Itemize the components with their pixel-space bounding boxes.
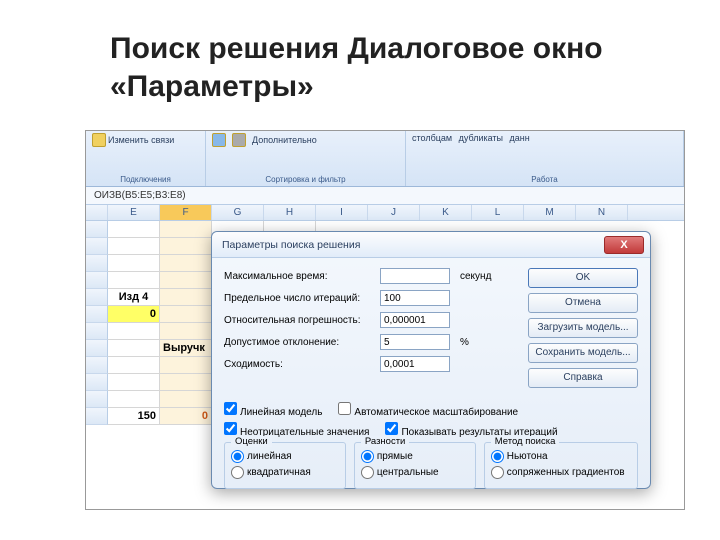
ribbon-filter[interactable] (232, 133, 246, 147)
tol-label: Допустимое отклонение: (224, 337, 374, 348)
excel-screenshot: Изменить связи Подключения Дополнительно… (85, 130, 685, 510)
ribbon-group-label: Сортировка и фильтр (212, 175, 399, 184)
deriv-central-radio[interactable]: центральные (361, 466, 469, 479)
cell-vyruchka[interactable]: Выручк (160, 340, 212, 357)
formula-bar[interactable]: ОИЗВ(B5:E5;B3:E8) (86, 187, 684, 205)
maxtime-label: Максимальное время: (224, 271, 374, 282)
save-model-button[interactable]: Сохранить модель... (528, 343, 638, 363)
help-button[interactable]: Справка (528, 368, 638, 388)
cell-zero[interactable]: 0 (108, 306, 160, 323)
maxtime-input[interactable] (380, 268, 450, 284)
col-header[interactable]: K (420, 205, 472, 220)
col-header[interactable]: L (472, 205, 524, 220)
col-header[interactable]: N (576, 205, 628, 220)
ribbon-edit-links[interactable]: Изменить связи (92, 133, 174, 147)
close-button[interactable]: X (604, 236, 644, 254)
search-newton-radio[interactable]: Ньютона (491, 450, 631, 463)
maxtime-unit: секунд (460, 271, 491, 282)
cell-izd4[interactable]: Изд 4 (108, 289, 160, 306)
tol-unit: % (460, 337, 469, 348)
col-header[interactable]: M (524, 205, 576, 220)
ribbon-text-columns[interactable]: столбцам дубликаты данн (412, 133, 530, 143)
cell-150[interactable]: 150 (108, 408, 160, 425)
col-header[interactable]: G (212, 205, 264, 220)
ribbon-group-label: Работа (412, 175, 677, 184)
formula-text: ОИЗВ(B5:E5;B3:E8) (90, 190, 190, 201)
iter-label: Предельное число итераций: (224, 293, 374, 304)
link-icon (92, 133, 106, 147)
deriv-group: Разности прямые центральные (354, 442, 476, 489)
sort-icon (212, 133, 226, 147)
solver-options-dialog: Параметры поиска решения X Максимальное … (211, 231, 651, 489)
col-header[interactable]: E (108, 205, 160, 220)
prec-label: Относительная погрешность: (224, 315, 374, 326)
col-header[interactable]: I (316, 205, 368, 220)
cell-green-0[interactable]: 0 (160, 408, 212, 425)
col-header[interactable]: H (264, 205, 316, 220)
deriv-forward-radio[interactable]: прямые (361, 450, 469, 463)
ok-button[interactable]: OK (528, 268, 638, 288)
iter-input[interactable] (380, 290, 450, 306)
ribbon-sort[interactable] (212, 133, 226, 147)
search-group: Метод поиска Ньютона сопряженных градиен… (484, 442, 638, 489)
dialog-titlebar[interactable]: Параметры поиска решения X (212, 232, 650, 258)
estimates-linear-radio[interactable]: линейная (231, 450, 339, 463)
load-model-button[interactable]: Загрузить модель... (528, 318, 638, 338)
column-headers: E F G H I J K L M N (86, 205, 684, 221)
ribbon-advanced[interactable]: Дополнительно (252, 133, 317, 147)
ribbon-group-label: Подключения (92, 175, 199, 184)
conv-input[interactable] (380, 356, 450, 372)
col-header[interactable]: F (160, 205, 212, 220)
tol-input[interactable] (380, 334, 450, 350)
filter-icon (232, 133, 246, 147)
ribbon: Изменить связи Подключения Дополнительно… (86, 131, 684, 187)
search-conjugate-radio[interactable]: сопряженных градиентов (491, 466, 631, 479)
prec-input[interactable] (380, 312, 450, 328)
autoscale-check[interactable]: Автоматическое масштабирование (338, 402, 518, 418)
estimates-quadratic-radio[interactable]: квадратичная (231, 466, 339, 479)
linear-check[interactable]: Линейная модель (224, 402, 322, 418)
dialog-title-text: Параметры поиска решения (222, 239, 360, 251)
estimates-group: Оценки линейная квадратичная (224, 442, 346, 489)
slide-title: Поиск решения Диалоговое окно «Параметры… (0, 0, 720, 115)
col-header[interactable]: J (368, 205, 420, 220)
cancel-button[interactable]: Отмена (528, 293, 638, 313)
conv-label: Сходимость: (224, 359, 374, 370)
